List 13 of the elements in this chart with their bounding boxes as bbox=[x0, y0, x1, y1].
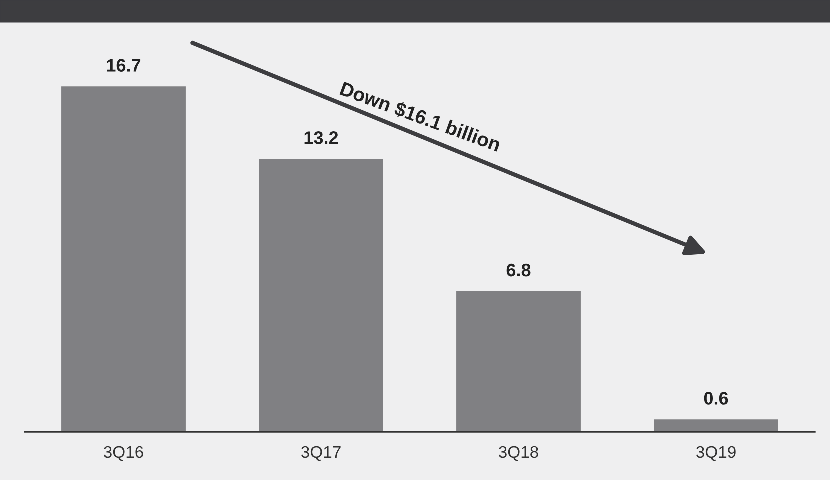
data-label: 16.7 bbox=[107, 59, 141, 72]
x-tick-label: 3Q19 bbox=[696, 446, 736, 462]
data-label: 13.2 bbox=[304, 132, 338, 144]
x-tick-label: 3Q16 bbox=[104, 446, 144, 462]
bar bbox=[654, 420, 778, 432]
data-label: 0.6 bbox=[704, 392, 728, 405]
x-tick-label: 3Q18 bbox=[499, 446, 538, 462]
bar bbox=[456, 291, 581, 432]
data-label: 6.8 bbox=[506, 264, 531, 277]
x-tick-label: 3Q17 bbox=[302, 446, 341, 462]
annotation: Down $16.1 billion bbox=[339, 81, 502, 154]
bar bbox=[259, 159, 384, 432]
bar bbox=[62, 86, 186, 432]
